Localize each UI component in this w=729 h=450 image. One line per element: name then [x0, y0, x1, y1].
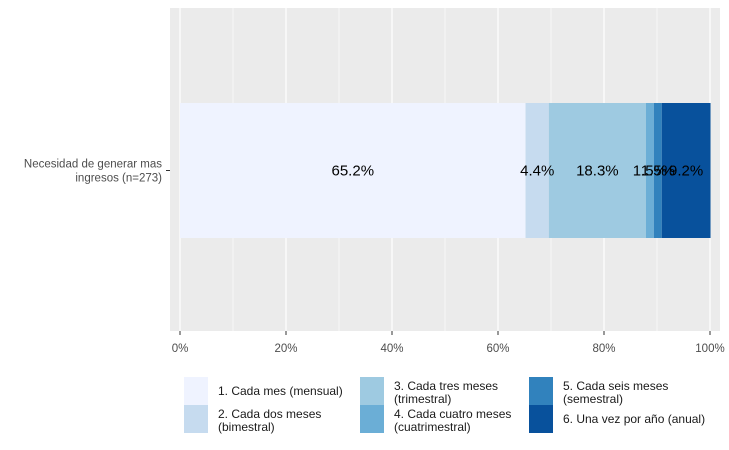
- legend-label: 4. Cada cuatro meses (cuatrimestral): [394, 407, 511, 434]
- bar-segments: [180, 103, 711, 238]
- legend-label-line: 4. Cada cuatro meses: [394, 407, 511, 421]
- legend-key: [184, 377, 208, 405]
- data-label: 4.4%: [520, 163, 554, 180]
- category-label-line: ingresos (n=273): [75, 173, 162, 185]
- bar-segment: [548, 103, 646, 238]
- legend-key: [360, 405, 384, 433]
- x-tick-label: 100%: [695, 343, 724, 355]
- bar-segment: [180, 103, 526, 238]
- legend-label: 1. Cada mes (mensual): [218, 384, 343, 398]
- bar-segment: [645, 103, 654, 238]
- legend: 1. Cada mes (mensual) 2. Cada dos meses (b…: [184, 377, 705, 434]
- category-label: Necesidad de generar mas ingresos (n=273): [24, 159, 162, 185]
- legend-key: [360, 377, 384, 405]
- legend-label-line: 3. Cada tres meses: [394, 379, 498, 393]
- x-tick-label: 20%: [274, 343, 297, 355]
- legend-label-line: (semestral): [563, 392, 623, 406]
- legend-label-line: 6. Una vez por año (anual): [563, 412, 705, 426]
- legend-label: 5. Cada seis meses (semestral): [563, 379, 668, 406]
- legend-label-line: (bimestral): [218, 420, 275, 434]
- legend-label-line: 1. Cada mes (mensual): [218, 384, 343, 398]
- category-label-line: Necesidad de generar mas: [24, 159, 162, 171]
- legend-label-line: (cuatrimestral): [394, 420, 471, 434]
- data-labels: 65.2% 4.4% 18.3% 1.5%1.5%9.2%: [332, 163, 704, 180]
- data-label: 1.5%: [641, 163, 675, 180]
- data-label: 1.5%: [633, 163, 667, 180]
- legend-label-line: 2. Cada dos meses: [218, 407, 321, 421]
- bar-segment: [653, 103, 662, 238]
- legend-key: [529, 377, 553, 405]
- x-tick-label: 60%: [486, 343, 509, 355]
- bar-segment: [661, 103, 711, 238]
- legend-label-line: 5. Cada seis meses: [563, 379, 668, 393]
- data-label: 65.2%: [332, 163, 375, 180]
- x-tick-label: 40%: [380, 343, 403, 355]
- bar-segment: [525, 103, 549, 238]
- legend-label: 3. Cada tres meses (trimestral): [394, 379, 498, 406]
- x-tick-label: 0%: [172, 343, 189, 355]
- legend-label-line: (trimestral): [394, 392, 451, 406]
- legend-key: [184, 405, 208, 433]
- legend-label: 2. Cada dos meses (bimestral): [218, 407, 321, 434]
- legend-key: [529, 405, 553, 433]
- x-axis: 0% 20% 40% 60% 80% 100%: [172, 331, 725, 355]
- data-label: 18.3%: [576, 163, 619, 180]
- data-label: 9.2%: [669, 163, 703, 180]
- legend-label: 6. Una vez por año (anual): [563, 412, 705, 426]
- y-axis: Necesidad de generar mas ingresos (n=273): [24, 159, 170, 185]
- x-tick-label: 80%: [592, 343, 615, 355]
